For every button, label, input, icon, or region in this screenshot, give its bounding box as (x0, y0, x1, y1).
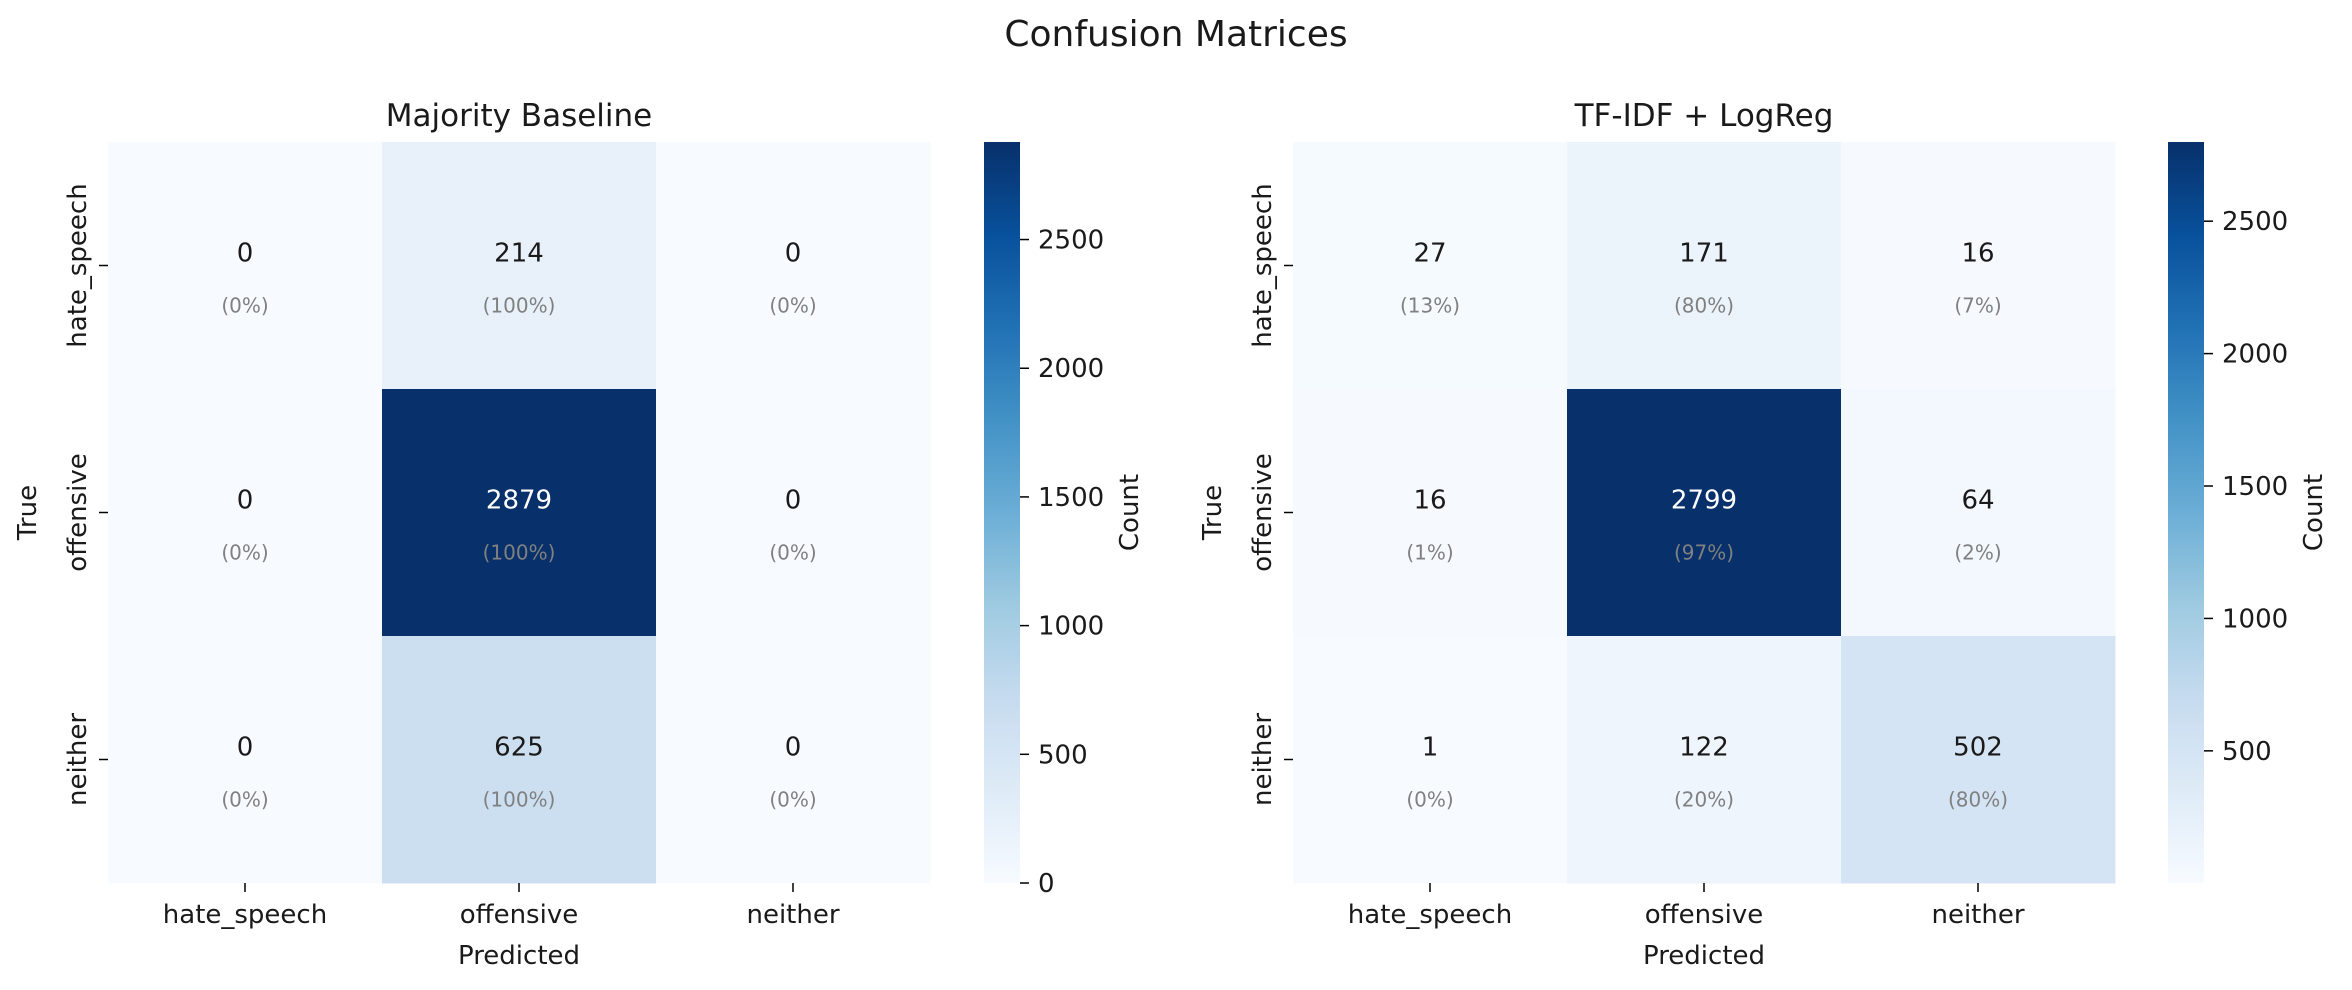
x-tick-label: neither (1931, 900, 2024, 930)
cell-value-label: 171 (1679, 239, 1729, 269)
cell-value-label: 16 (1961, 239, 1994, 269)
y-axis-label: True (1198, 485, 1228, 541)
heatmap-cell (382, 142, 657, 390)
colorbar-tick-label: 500 (2222, 737, 2272, 767)
heatmap-cell (108, 142, 383, 390)
cell-percent-label: (0%) (221, 541, 268, 565)
cell-percent-label: (7%) (1954, 294, 2001, 318)
colorbar-tick-label: 2500 (1038, 226, 1104, 256)
y-tick-label: hate_speech (63, 183, 93, 347)
colorbar-1 (984, 142, 1020, 883)
cell-value-label: 0 (785, 733, 802, 763)
x-axis-label: Predicted (458, 941, 580, 971)
heatmap-cell (1841, 142, 2116, 390)
colorbar-tick-label: 2500 (2222, 207, 2288, 237)
cell-percent-label: (0%) (221, 788, 268, 812)
colorbar-tick-label: 2000 (1038, 354, 1104, 384)
cell-percent-label: (0%) (769, 541, 816, 565)
heatmap-cell (1567, 636, 1842, 884)
y-tick-label: offensive (63, 453, 93, 571)
colorbar-label: Count (1115, 474, 1145, 551)
cell-percent-label: (0%) (769, 788, 816, 812)
cell-percent-label: (0%) (221, 294, 268, 318)
y-axis-label: True (13, 485, 43, 541)
x-tick-label: neither (746, 900, 839, 930)
cell-value-label: 214 (494, 239, 544, 269)
cell-percent-label: (100%) (483, 541, 556, 565)
cell-percent-label: (0%) (769, 294, 816, 318)
colorbar-tick-label: 1000 (1038, 612, 1104, 642)
cell-value-label: 64 (1961, 486, 1994, 516)
colorbar-tick-label: 0 (1038, 869, 1055, 899)
cell-value-label: 502 (1953, 733, 2003, 763)
panel-title-2: TF-IDF + LogReg (1574, 98, 1834, 134)
colorbar-tick-label: 1500 (2222, 472, 2288, 502)
cell-percent-label: (80%) (1948, 788, 2008, 812)
colorbar-tick-label: 500 (1038, 740, 1088, 770)
colorbar-tick-label: 2000 (2222, 340, 2288, 370)
colorbar-label: Count (2299, 474, 2329, 551)
colorbar-2 (2168, 142, 2204, 883)
panel-title-1: Majority Baseline (386, 98, 652, 134)
cell-value-label: 2879 (486, 486, 552, 516)
cell-value-label: 0 (785, 486, 802, 516)
cell-value-label: 27 (1413, 239, 1446, 269)
heatmap-cell (1293, 142, 1568, 390)
cell-value-label: 2799 (1671, 486, 1737, 516)
heatmap-cell (656, 389, 931, 637)
cell-percent-label: (97%) (1674, 541, 1734, 565)
heatmap-cell (1293, 636, 1568, 884)
cell-percent-label: (100%) (483, 294, 556, 318)
heatmap-cell (382, 389, 657, 637)
heatmap-cell (108, 636, 383, 884)
cell-percent-label: (2%) (1954, 541, 2001, 565)
cell-value-label: 0 (237, 486, 254, 516)
figure-title: Confusion Matrices (1004, 14, 1348, 55)
x-tick-label: hate_speech (1348, 900, 1512, 930)
heatmap-cell (108, 389, 383, 637)
y-tick-label: neither (63, 713, 93, 806)
heatmap-cell (656, 142, 931, 390)
y-tick-label: hate_speech (1248, 183, 1278, 347)
cell-value-label: 0 (237, 239, 254, 269)
heatmap-cell (656, 636, 931, 884)
cell-value-label: 16 (1413, 486, 1446, 516)
y-tick-label: offensive (1248, 453, 1278, 571)
cell-percent-label: (1%) (1406, 541, 1453, 565)
colorbar-tick-label: 1500 (1038, 483, 1104, 513)
cell-percent-label: (80%) (1674, 294, 1734, 318)
colorbar-tick-label: 1000 (2222, 604, 2288, 634)
cell-value-label: 0 (237, 733, 254, 763)
heatmap-cell (1567, 389, 1842, 637)
cell-value-label: 122 (1679, 733, 1729, 763)
cell-value-label: 625 (494, 733, 544, 763)
heatmap-cell (1293, 389, 1568, 637)
cell-percent-label: (0%) (1406, 788, 1453, 812)
y-tick-label: neither (1248, 713, 1278, 806)
cell-percent-label: (13%) (1400, 294, 1460, 318)
cell-value-label: 1 (1422, 733, 1439, 763)
cell-value-label: 0 (785, 239, 802, 269)
heatmap-cell (1841, 636, 2116, 884)
cell-percent-label: (20%) (1674, 788, 1734, 812)
x-tick-label: hate_speech (163, 900, 327, 930)
heatmap-cell (1841, 389, 2116, 637)
x-axis-label: Predicted (1643, 941, 1765, 971)
x-tick-label: offensive (460, 900, 578, 930)
heatmap-cell (382, 636, 657, 884)
x-tick-label: offensive (1645, 900, 1763, 930)
cell-percent-label: (100%) (483, 788, 556, 812)
heatmap-cell (1567, 142, 1842, 390)
